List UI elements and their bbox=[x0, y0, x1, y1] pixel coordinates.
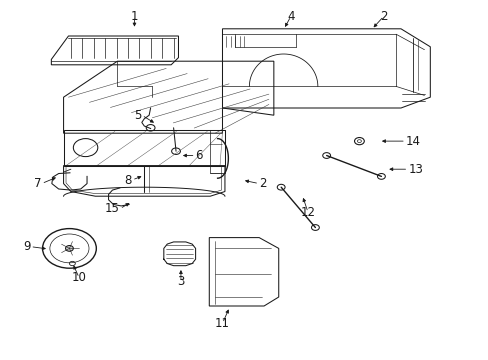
Text: 13: 13 bbox=[407, 163, 422, 176]
Text: 5: 5 bbox=[134, 109, 142, 122]
Text: 6: 6 bbox=[195, 149, 203, 162]
Circle shape bbox=[277, 184, 285, 190]
Text: 11: 11 bbox=[215, 317, 229, 330]
Text: 8: 8 bbox=[124, 174, 132, 186]
Circle shape bbox=[146, 125, 155, 131]
Circle shape bbox=[311, 225, 319, 230]
Text: 12: 12 bbox=[300, 206, 315, 219]
Text: 1: 1 bbox=[130, 10, 138, 23]
Text: 4: 4 bbox=[286, 10, 294, 23]
Circle shape bbox=[377, 174, 385, 179]
Circle shape bbox=[171, 148, 180, 154]
Text: 7: 7 bbox=[34, 177, 41, 190]
Text: 2: 2 bbox=[259, 177, 266, 190]
Text: 2: 2 bbox=[379, 10, 387, 23]
Text: 14: 14 bbox=[405, 135, 420, 148]
Text: 9: 9 bbox=[23, 240, 30, 253]
Text: 3: 3 bbox=[177, 275, 184, 288]
Circle shape bbox=[322, 153, 330, 158]
Circle shape bbox=[65, 246, 73, 251]
Text: 15: 15 bbox=[105, 202, 120, 215]
Text: 10: 10 bbox=[72, 271, 86, 284]
